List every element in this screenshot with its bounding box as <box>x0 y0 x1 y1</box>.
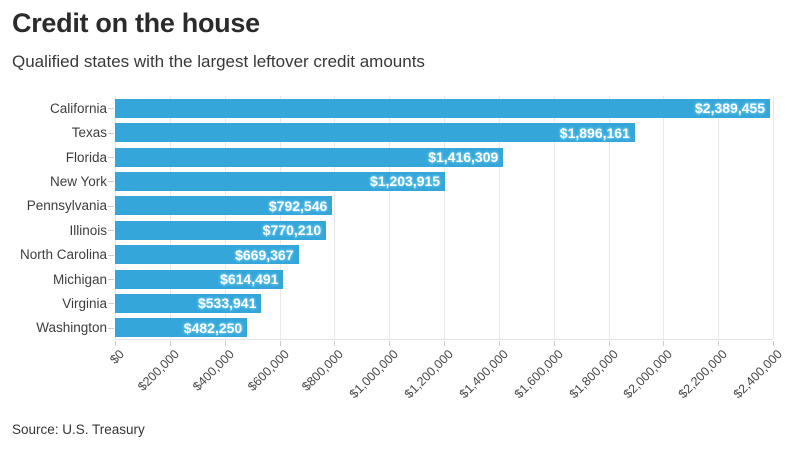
bar-value-label: $533,941 <box>197 295 257 312</box>
y-axis-tick-florida <box>108 157 114 158</box>
bar-value-label: $1,203,915 <box>369 173 441 190</box>
x-axis-tick-4 <box>334 341 336 346</box>
bar-washington: $482,250 <box>115 318 248 338</box>
gridline-x-10 <box>663 96 665 339</box>
gridline-x-1 <box>169 96 171 339</box>
x-axis-tick-1 <box>169 341 171 346</box>
bar-michigan: $614,491 <box>115 269 284 289</box>
y-axis-tick-washington <box>108 327 114 329</box>
source-note: Source: U.S. Treasury <box>12 422 145 437</box>
gridline-x-8 <box>553 96 555 339</box>
gridline-x-3 <box>279 96 281 339</box>
bar-value-label: $792,546 <box>268 197 328 214</box>
bar-value-label: $2,389,455 <box>695 100 766 117</box>
bar-value-label: $1,896,161 <box>559 124 630 141</box>
y-axis-label-north-carolina: North Carolina <box>19 247 107 263</box>
chart-title: Credit on the house <box>12 8 260 38</box>
gridline-x-4 <box>334 96 336 339</box>
y-axis-label-texas: Texas <box>71 125 107 141</box>
y-axis-label-new-york: New York <box>49 173 107 189</box>
y-axis-label-virginia: Virginia <box>62 295 107 311</box>
bar-value-label: $770,210 <box>262 222 322 239</box>
y-axis-label-california: California <box>49 100 107 116</box>
bar-value-label: $482,250 <box>183 319 243 336</box>
x-axis-tick-7 <box>498 341 500 346</box>
bar-value-label: $669,367 <box>235 246 294 263</box>
bar-pennsylvania: $792,546 <box>115 196 333 216</box>
y-axis-tick-illinois <box>108 230 114 232</box>
plot-area <box>115 96 774 340</box>
bar-north-carolina: $669,367 <box>115 245 299 265</box>
x-axis-tick-0 <box>115 341 116 346</box>
x-axis-tick-10 <box>663 341 665 346</box>
y-axis-label-illinois: Illinois <box>69 222 107 238</box>
gridline-x-9 <box>608 96 610 339</box>
gridline-x-2 <box>224 96 226 339</box>
x-axis-tick-5 <box>389 341 391 346</box>
x-axis-label-10: $2,000,000 <box>621 347 676 402</box>
x-axis-tick-2 <box>224 341 226 346</box>
gridline-x-12 <box>773 96 774 339</box>
gridline-x-7 <box>498 96 500 339</box>
y-axis-label-florida: Florida <box>65 149 107 165</box>
y-axis-tick-virginia <box>108 303 114 305</box>
x-axis-tick-12 <box>773 341 774 346</box>
x-axis-tick-3 <box>279 341 281 346</box>
gridline-x-6 <box>444 96 445 339</box>
x-axis-tick-11 <box>718 341 720 346</box>
y-axis-tick-pennsylvania <box>108 205 114 207</box>
chart-subtitle: Qualified states with the largest leftov… <box>12 52 425 71</box>
bar-virginia: $533,941 <box>115 293 262 313</box>
y-axis-tick-michigan <box>108 279 114 280</box>
bar-illinois: $770,210 <box>115 220 327 240</box>
bar-new-york: $1,203,915 <box>115 171 446 191</box>
y-axis-label-pennsylvania: Pennsylvania <box>26 198 107 214</box>
bar-value-label: $1,416,309 <box>428 149 499 165</box>
y-axis-tick-north-carolina <box>108 254 114 256</box>
gridline-x-5 <box>389 96 391 339</box>
bar-florida: $1,416,309 <box>115 147 504 167</box>
y-axis-tick-california <box>108 108 114 110</box>
x-axis-tick-6 <box>444 341 445 346</box>
y-axis-tick-texas <box>108 132 114 134</box>
bar-texas: $1,896,161 <box>115 123 635 143</box>
x-axis-tick-8 <box>553 341 555 346</box>
gridline-x-0 <box>115 96 116 339</box>
x-axis-tick-9 <box>608 341 610 346</box>
y-axis-tick-new-york <box>108 181 114 183</box>
gridline-x-11 <box>718 96 720 339</box>
bar-california: $2,389,455 <box>115 98 771 118</box>
x-axis-label-4: $800,000 <box>299 347 347 394</box>
bar-value-label: $614,491 <box>220 271 279 287</box>
y-axis-label-washington: Washington <box>36 320 107 336</box>
y-axis-label-michigan: Michigan <box>52 271 107 287</box>
